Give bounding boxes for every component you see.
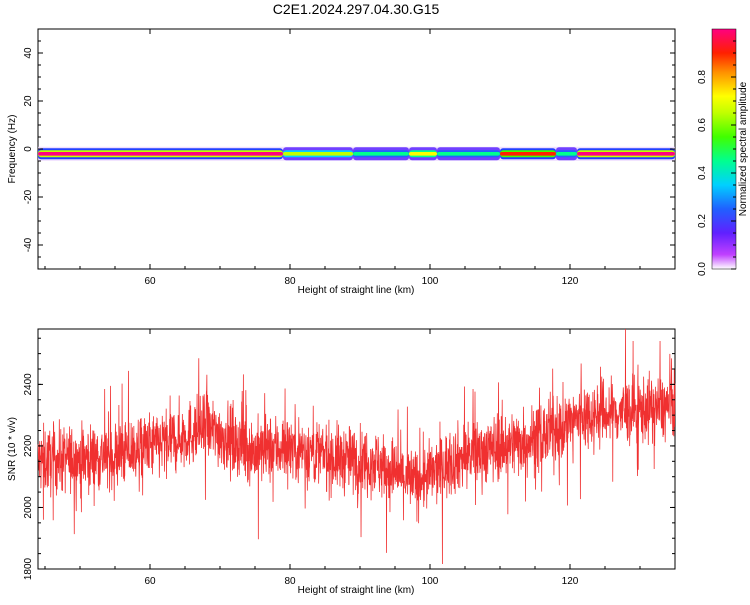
snr-y-label: SNR (10 * v/v) xyxy=(7,417,18,481)
spec-y-tick-label-1: -20 xyxy=(23,189,34,204)
spec-x-tick-label-2: 100 xyxy=(422,276,439,287)
spectrogram-y-label: Frequency (Hz) xyxy=(7,115,18,184)
band-segment-core-3 xyxy=(409,152,437,156)
colorbar-tick-label-3: 0.6 xyxy=(697,118,708,132)
snr-y-tick-label-2: 2200 xyxy=(23,434,34,457)
spectrogram-y-ticks: -40 -20 0 20 40 xyxy=(23,28,675,270)
snr-x-ticks: 60 80 100 120 xyxy=(44,329,676,587)
band-segment-core-2 xyxy=(353,152,409,156)
colorbar-tick-label-4: 0.8 xyxy=(697,70,708,84)
band-segment-core-7 xyxy=(577,152,675,156)
colorbar-ticks: 0.0 0.2 0.4 0.6 0.8 xyxy=(697,40,736,276)
figure-title: C2E1.2024.297.04.30.G15 xyxy=(273,1,440,17)
colorbar-gradient xyxy=(711,28,737,270)
snr-y-tick-label-1: 2000 xyxy=(23,496,34,519)
colorbar: 0.0 0.2 0.4 0.6 0.8 Normalized spectral ampl… xyxy=(697,28,749,276)
snr-x-tick-label-1: 80 xyxy=(284,576,296,587)
band-segment-core-1 xyxy=(283,152,353,156)
spec-x-tick-label-0: 60 xyxy=(144,276,156,287)
colorbar-label: Normalized spectral amplitude xyxy=(738,81,749,216)
band-segment-core-0 xyxy=(38,152,283,156)
spectrogram-x-label: Height of straight line (km) xyxy=(298,285,415,296)
snr-x-tick-label-2: 100 xyxy=(422,576,439,587)
band-segment-core-4 xyxy=(437,152,500,156)
colorbar-tick-label-0: 0.0 xyxy=(697,262,708,276)
snr-x-label: Height of straight line (km) xyxy=(298,585,415,596)
snr-series-line xyxy=(37,328,676,564)
spectrogram-marks xyxy=(38,146,675,161)
spec-y-tick-label-3: 20 xyxy=(23,95,34,107)
snr-y-tick-label-0: 1800 xyxy=(23,557,34,580)
colorbar-tick-label-1: 0.2 xyxy=(697,214,708,228)
spec-x-tick-label-3: 120 xyxy=(562,276,579,287)
spec-y-tick-label-4: 40 xyxy=(23,47,34,59)
band-segment-core-5 xyxy=(500,152,556,156)
snr-panel: 60 80 100 120 1800 2000 2200 2400 Height of st… xyxy=(7,328,676,596)
spec-y-tick-label-0: -40 xyxy=(23,237,34,252)
colorbar-tick-label-2: 0.4 xyxy=(697,166,708,180)
band-segment-core-6 xyxy=(556,152,577,156)
spectrogram-panel: 60 80 100 120 -40 -20 0 20 40 Height of straigh… xyxy=(7,28,676,296)
spec-x-tick-label-1: 80 xyxy=(284,276,296,287)
snr-marks xyxy=(37,328,676,564)
spec-y-tick-label-2: 0 xyxy=(23,146,34,152)
snr-x-tick-label-0: 60 xyxy=(144,576,156,587)
snr-x-tick-label-3: 120 xyxy=(562,576,579,587)
snr-y-tick-label-3: 2400 xyxy=(23,373,34,396)
snr-y-ticks: 1800 2000 2200 2400 xyxy=(23,337,675,580)
